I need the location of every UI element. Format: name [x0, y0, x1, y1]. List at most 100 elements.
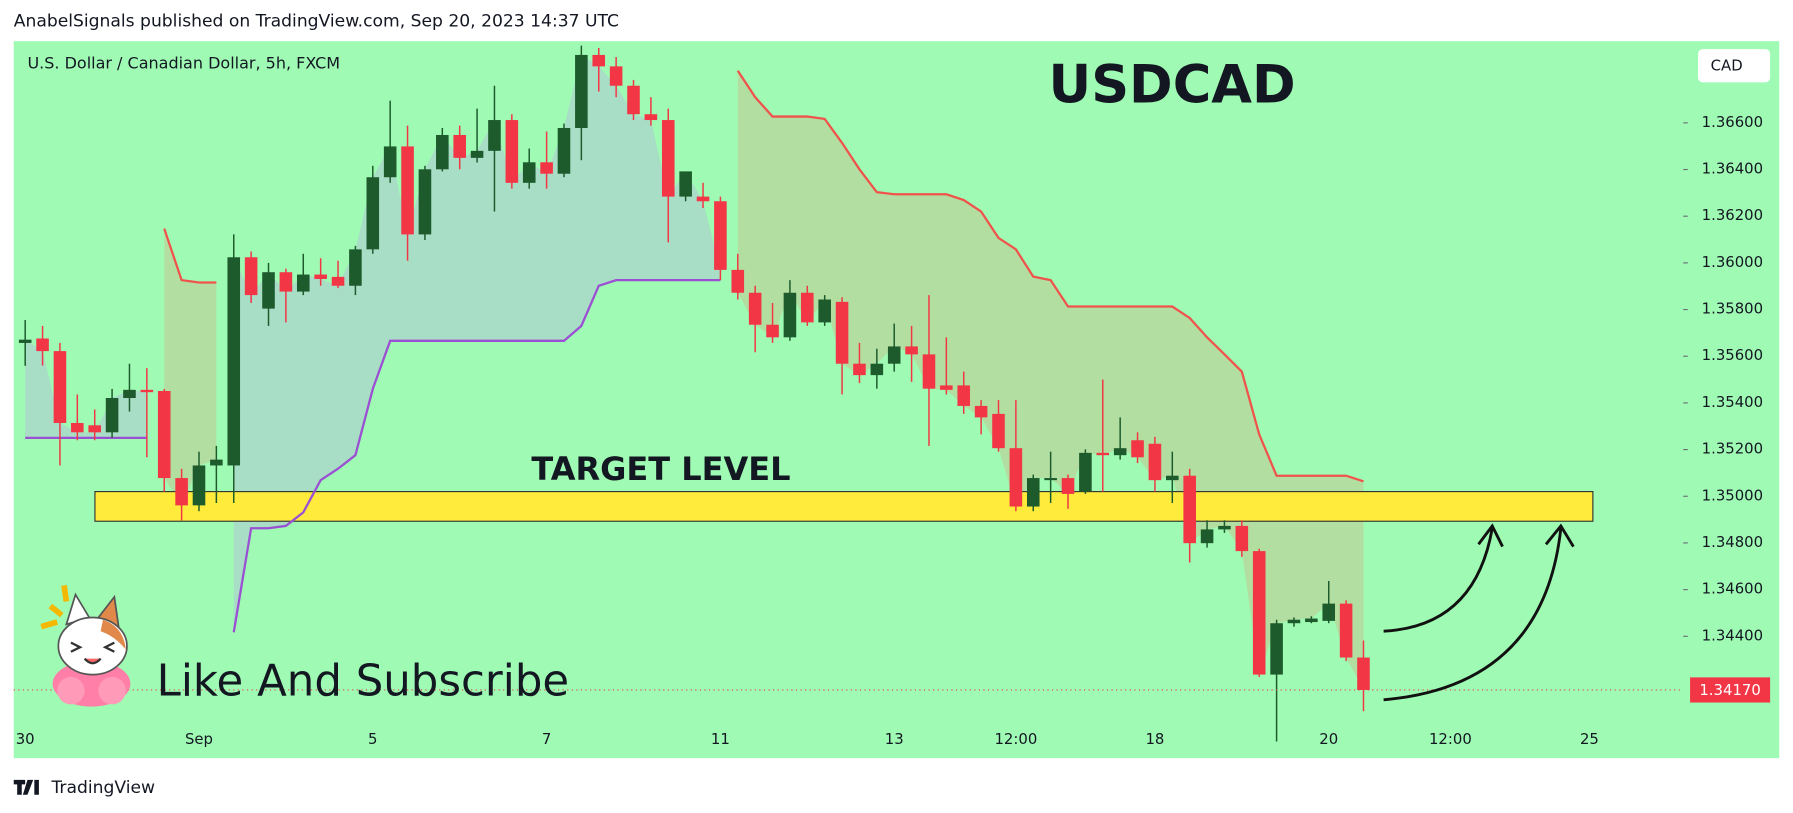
indicator-lines — [25, 70, 1364, 633]
candle-body — [192, 465, 206, 506]
x-tick-label: 12:00 — [994, 730, 1037, 748]
candle-body — [227, 257, 241, 466]
candles — [18, 45, 1370, 742]
target-zone — [94, 491, 1594, 522]
candle-body — [731, 269, 745, 293]
candle-body — [1148, 443, 1162, 481]
candle-body — [627, 85, 640, 115]
candle-body — [1009, 448, 1023, 507]
footer-logo — [13, 779, 39, 795]
candle-body — [210, 459, 223, 466]
candle-body — [349, 249, 362, 286]
y-tick-label: 1.34800 — [1702, 533, 1763, 551]
candle-body — [644, 114, 658, 121]
candle-body — [488, 120, 501, 151]
publish-header: AnabelSignals published on TradingView.c… — [14, 12, 619, 32]
axes: 1.36600 1.36400 1.36200 1.36000 1.35800 1.356… — [13, 113, 1771, 748]
y-tick-label: 1.36200 — [1702, 206, 1763, 224]
zone-layer: TARGET LEVEL — [94, 450, 1594, 522]
candle-body — [123, 389, 136, 399]
candle-body — [279, 272, 293, 292]
y-tick-label: 1.36600 — [1702, 113, 1763, 131]
candle-body — [1044, 478, 1057, 481]
candle-body — [540, 162, 553, 174]
candle-body — [262, 272, 275, 309]
candle-body — [679, 171, 692, 197]
candle-body — [140, 389, 154, 393]
candle-body — [766, 324, 779, 338]
candle-body — [296, 274, 310, 292]
candle-body — [1079, 452, 1092, 492]
y-tick-label: 1.35400 — [1702, 393, 1763, 411]
currency-box[interactable] — [1698, 49, 1771, 83]
candle-body — [1218, 525, 1231, 530]
x-tick-label: 13 — [885, 730, 904, 748]
candle-body — [314, 274, 327, 279]
y-tick-label: 1.36000 — [1702, 253, 1763, 271]
projection-arrows — [1383, 523, 1575, 702]
candle-body — [887, 346, 901, 364]
candle-body — [1357, 657, 1370, 690]
candle-body — [957, 385, 971, 406]
candle-body — [575, 54, 588, 128]
x-tick-label: Sep — [185, 730, 213, 748]
candle-body — [418, 169, 432, 235]
candle-body — [1270, 623, 1283, 675]
candle-body — [748, 292, 762, 325]
candle-body — [1113, 448, 1127, 456]
candle-body — [18, 339, 32, 343]
zone-label: TARGET LEVEL — [531, 450, 790, 488]
candle-body — [870, 363, 884, 376]
candle-body — [1131, 440, 1144, 458]
y-tick-label: 1.36400 — [1702, 160, 1763, 178]
x-tick-label: 20 — [1319, 730, 1338, 748]
candle-body — [1339, 603, 1353, 658]
x-tick-label: 25 — [1580, 730, 1599, 748]
candle-body — [175, 478, 188, 506]
candle-body — [401, 146, 414, 235]
x-tick-label: 5 — [368, 730, 377, 748]
indicator-line — [25, 279, 721, 633]
candle-body — [453, 134, 466, 158]
x-tick-label: 11 — [711, 730, 730, 748]
candle-body — [922, 354, 936, 389]
candle-body — [905, 346, 918, 355]
cat-sticker — [40, 585, 131, 707]
candle-body — [609, 66, 623, 86]
candle-body — [557, 127, 571, 174]
x-tick-label: 12:00 — [1429, 730, 1472, 748]
candle-body — [1322, 603, 1336, 621]
y-tick-label: 1.35000 — [1702, 486, 1763, 504]
candle-body — [818, 299, 831, 323]
candle-body — [661, 120, 675, 197]
candle-body — [53, 351, 67, 423]
candle-body — [801, 292, 814, 323]
candle-body — [1252, 551, 1266, 675]
candle-body — [714, 201, 727, 270]
candle-body — [1200, 529, 1214, 544]
candle-body — [71, 422, 84, 433]
footer-brand: TradingView — [50, 778, 155, 798]
candle-body — [88, 425, 101, 433]
candle-body — [331, 276, 345, 286]
y-tick-label: 1.34400 — [1702, 626, 1763, 644]
candle-body — [1061, 478, 1075, 494]
candle-body — [1166, 475, 1179, 481]
y-tick-label: 1.34600 — [1702, 580, 1763, 598]
candle-body — [835, 301, 849, 364]
candle-body — [505, 120, 519, 183]
indicator-fill — [164, 228, 217, 506]
candle-body — [244, 257, 258, 296]
candle-body — [992, 413, 1005, 449]
candle-body — [940, 385, 953, 390]
candle-body — [1096, 452, 1110, 456]
candle-body — [157, 391, 171, 479]
indicator-fill — [233, 54, 721, 633]
candle-body — [470, 150, 484, 158]
x-tick-label: 18 — [1145, 730, 1164, 748]
candle-body — [1287, 619, 1301, 624]
annotation-text: Like And Subscribe — [157, 656, 569, 706]
candle-body — [366, 177, 380, 250]
y-tick-label: 1.35200 — [1702, 440, 1763, 458]
